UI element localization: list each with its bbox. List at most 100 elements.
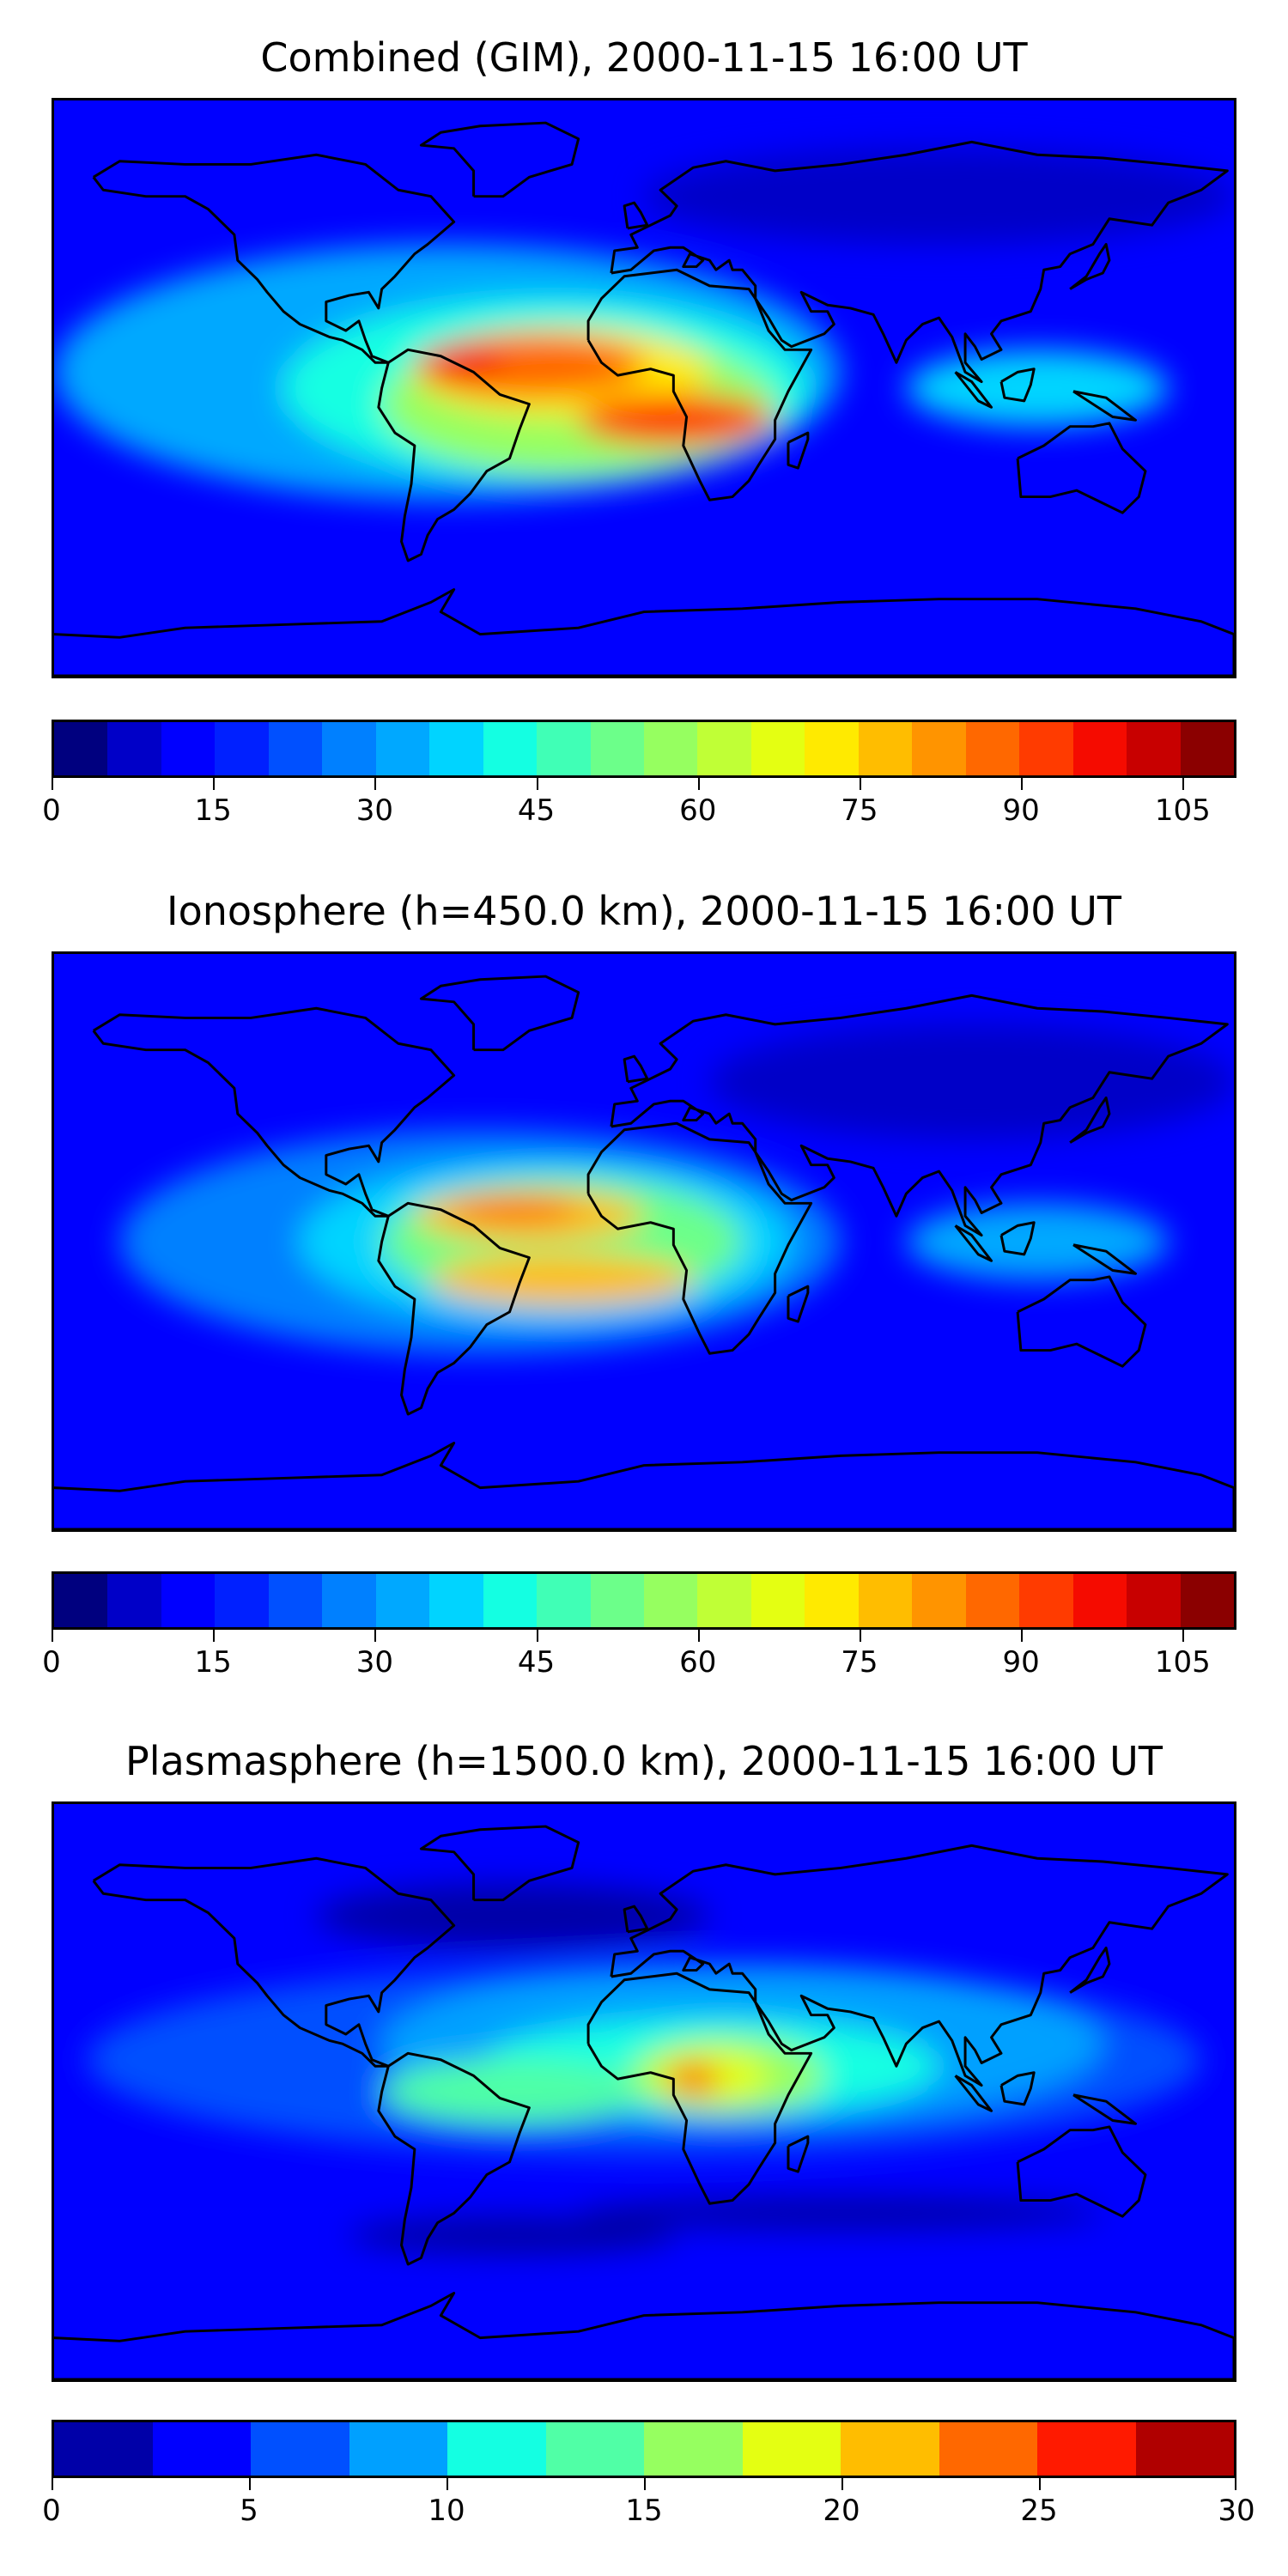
coastline (1069, 1097, 1111, 1144)
colorbar-swatch (375, 722, 430, 775)
colorbar-swatch (54, 1574, 108, 1627)
colorbar-swatch (268, 1574, 323, 1627)
coastlines (54, 975, 1234, 1529)
coastline (787, 1285, 810, 1323)
colorbar-swatch (643, 1574, 698, 1627)
colorbar-swatch (215, 722, 269, 775)
colorbar-tick-label: 45 (517, 1645, 556, 1680)
colorbar-tick-mark (697, 1630, 700, 1642)
coastline (1072, 1243, 1137, 1275)
colorbar-swatch (644, 2422, 743, 2476)
coastline (1072, 390, 1137, 422)
coastline (1072, 2093, 1137, 2125)
field-contour-region (381, 2059, 644, 2124)
colorbar-swatch (965, 1574, 1020, 1627)
field-contour-region (447, 1196, 579, 1223)
field-contour-region (666, 2063, 720, 2095)
colorbar-swatch (1180, 722, 1234, 775)
coastline (92, 1006, 456, 1218)
colorbar-tick-label: 20 (823, 2494, 860, 2528)
colorbar-tick-mark (52, 2478, 53, 2490)
colorbar-tick-label: 15 (194, 1645, 232, 1680)
colorbar-swatch (429, 1574, 483, 1627)
colorbar-swatch (1019, 722, 1073, 775)
colorbar-swatch (483, 1574, 538, 1627)
field-contour-region (578, 394, 775, 446)
colorbar-tick-mark (1182, 1630, 1185, 1642)
colorbar-tick-label: 0 (42, 793, 61, 828)
colorbar-swatch (697, 1574, 751, 1627)
coastline (1069, 1947, 1111, 1994)
colorbar-swatch (447, 2422, 546, 2476)
colorbar-tick-mark (1021, 778, 1024, 790)
colorbar-tick-label: 45 (517, 793, 556, 828)
coastline (623, 201, 649, 230)
coastline (54, 1442, 1234, 1529)
colorbar-swatch (805, 1574, 859, 1627)
field-layer (87, 1884, 1201, 2255)
panel-title-combined: Combined (GIM), 2000-11-15 16:00 UT (260, 34, 1028, 81)
colorbar-tick-mark (1039, 2478, 1041, 2490)
colorbar-swatch (322, 1574, 376, 1627)
colorbar-tick-label: 15 (625, 2494, 663, 2528)
coastline (999, 368, 1036, 403)
colorbar-tick-label: 0 (42, 1645, 61, 1680)
colorbar-swatch (375, 1574, 430, 1627)
field-contour-region (316, 1884, 710, 1948)
coastline (623, 1054, 649, 1084)
coastline (1016, 2125, 1147, 2218)
colorbar-tick-mark (213, 1630, 216, 1642)
panel-title-plasmasphere: Plasmasphere (h=1500.0 km), 2000-11-15 1… (125, 1738, 1163, 1784)
coastline (586, 1121, 813, 1355)
colorbar-tick-mark (374, 778, 377, 790)
colorbar-tick-mark (859, 1630, 861, 1642)
colorbar-tick-label: 5 (240, 2494, 258, 2528)
map-ionosphere (52, 951, 1236, 1532)
coastline (54, 2292, 1234, 2379)
field-contour-region (424, 346, 503, 379)
colorbar-swatch (750, 722, 805, 775)
colorbar-tick-label: 105 (1154, 1645, 1211, 1680)
coastline (419, 121, 580, 198)
coastline (999, 1221, 1036, 1256)
coastline (610, 140, 1229, 384)
colorbar-tick-mark (52, 778, 53, 790)
colorbar-tick-mark (249, 2478, 251, 2490)
field-contour-region (644, 148, 1234, 245)
colorbar-swatch (858, 722, 913, 775)
colorbar-swatch (483, 722, 538, 775)
colorbar-swatch (1127, 1574, 1181, 1627)
field-layer (119, 1024, 1234, 1354)
coastline (377, 1201, 531, 1416)
field-layer (54, 148, 1234, 501)
colorbar-swatch (545, 2422, 644, 2476)
colorbar-tick-label: 25 (1020, 2494, 1058, 2528)
colorbar-swatch (268, 722, 323, 775)
coastline (92, 1856, 456, 2068)
colorbar-tick-label: 90 (1002, 793, 1040, 828)
coastline (623, 1905, 649, 1934)
coastline (54, 588, 1234, 676)
colorbar-swatch (697, 722, 751, 775)
map-plasmasphere (52, 1801, 1236, 2382)
coastline (419, 975, 580, 1052)
coastlines (54, 121, 1234, 676)
colorbar-tick-label: 10 (428, 2494, 465, 2528)
map-combined (52, 98, 1236, 678)
colorbar-tick-label: 105 (1154, 793, 1211, 828)
colorbar-swatch (1180, 1574, 1234, 1627)
colorbar-tick-label: 30 (355, 793, 393, 828)
field-contour-region (709, 1024, 1234, 1139)
colorbar-swatch (107, 722, 161, 775)
colorbar-ionosphere (52, 1571, 1236, 1630)
colorbar-swatch (537, 1574, 591, 1627)
colorbar-tick-label: 0 (42, 2494, 61, 2528)
coastline (610, 1844, 1229, 2087)
colorbar-swatch (590, 722, 644, 775)
field-contour-region (430, 1254, 694, 1306)
coastline (1069, 243, 1111, 290)
colorbar-tick-label: 75 (841, 793, 878, 828)
coastline (787, 2135, 810, 2173)
colorbar-swatch (1019, 1574, 1073, 1627)
colorbar-plasmasphere (52, 2420, 1236, 2478)
